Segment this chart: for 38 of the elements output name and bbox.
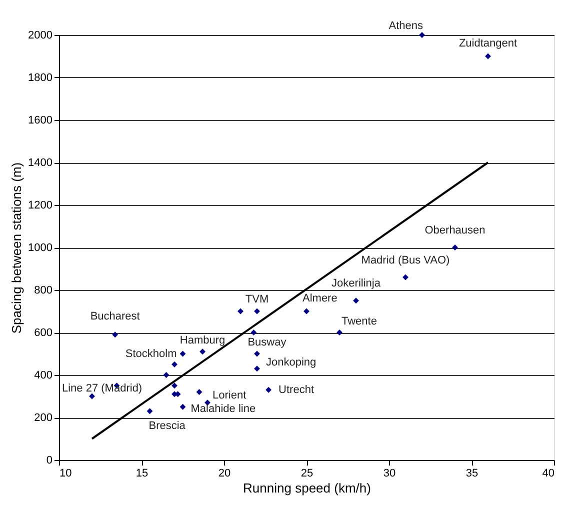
annotation: Malahide line	[190, 402, 256, 415]
y-tick-label: 1800	[28, 72, 52, 84]
x-tick-label: 10	[60, 468, 72, 480]
y-tick-label: 0	[46, 454, 52, 466]
annotation: Almere	[302, 292, 338, 304]
annotation: Stockholm	[125, 348, 177, 360]
x-tick-label: 35	[466, 468, 478, 480]
y-axis-title: Spacing between stations (m)	[9, 162, 24, 334]
annotation: Jokerilinja	[332, 278, 382, 290]
annotation: Bucharest	[90, 310, 140, 323]
annotation: Zuidtangent	[458, 37, 518, 50]
annotation: Brescia	[148, 420, 186, 432]
y-tick-label: 1600	[28, 114, 52, 126]
y-tick-label: 1400	[28, 157, 52, 169]
annotation: Busway	[248, 336, 287, 348]
y-tick-label: 1200	[28, 200, 52, 212]
y-tick-label: 1000	[28, 242, 52, 254]
annotation: Twente	[342, 316, 377, 328]
annotation: Oberhausen	[424, 224, 486, 236]
y-tick-label: 200	[34, 412, 52, 424]
annotation: Line 27 (Madrid)	[62, 382, 142, 394]
annotation: Athens	[388, 20, 424, 32]
annotation: Jonkoping	[266, 356, 316, 369]
annotation: Utrecht	[278, 384, 314, 396]
x-axis-title: Running speed (km/h)	[243, 480, 371, 496]
y-tick-label: 2000	[28, 30, 52, 42]
annotation: Hamburg	[180, 334, 226, 347]
annotation: TVM	[245, 293, 269, 306]
x-tick-label: 30	[383, 468, 396, 480]
x-tick-label: 25	[300, 468, 314, 480]
y-tick-label: 400	[34, 370, 52, 382]
x-tick-label: 40	[542, 468, 554, 480]
x-tick-label: 15	[136, 468, 148, 480]
y-tick-label: 600	[34, 327, 52, 339]
y-tick-label: 800	[34, 284, 52, 296]
annotation: Madrid (Bus VAO)	[361, 254, 450, 266]
annotation: Lorient	[212, 390, 246, 402]
x-tick-label: 20	[218, 468, 231, 480]
